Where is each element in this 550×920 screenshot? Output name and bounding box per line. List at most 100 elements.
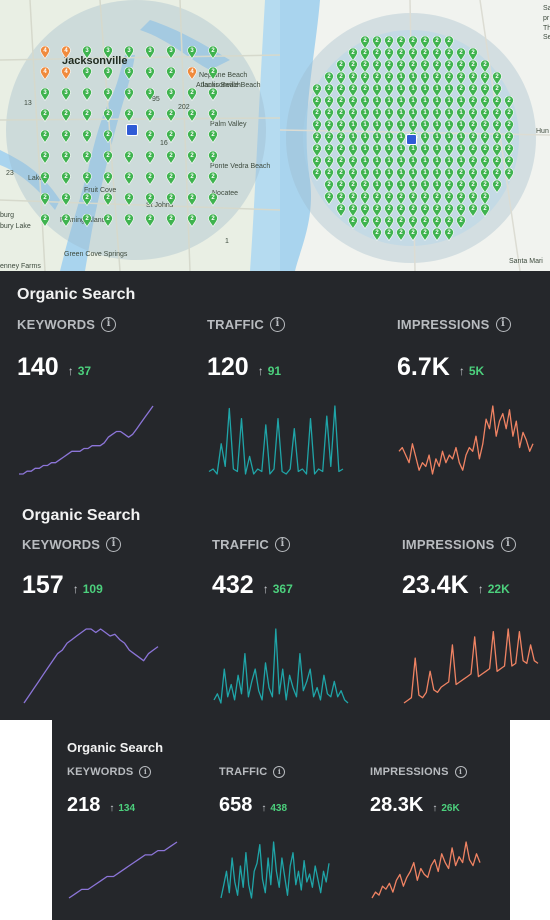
map-pin[interactable]: 2	[312, 84, 322, 97]
map-pin[interactable]: 3	[82, 88, 92, 101]
map-pin[interactable]: 3	[145, 67, 155, 80]
map-pin[interactable]: 2	[444, 192, 454, 205]
map-pin[interactable]: 2	[432, 216, 442, 229]
info-icon[interactable]: i	[101, 317, 117, 332]
map-pin[interactable]: 2	[468, 72, 478, 85]
map-pin[interactable]: 2	[82, 172, 92, 185]
map-pin[interactable]: 2	[103, 193, 113, 206]
map-pin[interactable]: 2	[456, 168, 466, 181]
map-pin[interactable]: 2	[208, 130, 218, 143]
map-pin[interactable]: 2	[336, 132, 346, 145]
map-pin[interactable]: 2	[468, 120, 478, 133]
map-pin[interactable]: 2	[61, 109, 71, 122]
map-pin[interactable]: 2	[312, 168, 322, 181]
map-pin[interactable]: 1	[444, 156, 454, 169]
map-pin[interactable]: 2	[336, 84, 346, 97]
map-pin[interactable]: 2	[432, 192, 442, 205]
map-pin[interactable]: 2	[372, 216, 382, 229]
map-pin[interactable]: 2	[166, 214, 176, 227]
info-icon[interactable]: i	[500, 537, 516, 552]
map-pin[interactable]: 2	[468, 204, 478, 217]
map-pin[interactable]: 2	[432, 36, 442, 49]
map-pin[interactable]: 1	[360, 120, 370, 133]
map-pin[interactable]: 2	[124, 172, 134, 185]
map-pin[interactable]: 2	[166, 109, 176, 122]
map-pin[interactable]: 2	[408, 192, 418, 205]
map-pin[interactable]: 3	[124, 46, 134, 59]
map-pin[interactable]: 2	[61, 130, 71, 143]
map-pin[interactable]: 1	[396, 180, 406, 193]
map-pin[interactable]: 4	[40, 46, 50, 59]
map-pin[interactable]: 1	[360, 108, 370, 121]
map-pin[interactable]: 2	[444, 72, 454, 85]
map-pin[interactable]: 1	[432, 132, 442, 145]
map-pin[interactable]: 2	[187, 88, 197, 101]
map-pin[interactable]: 2	[408, 228, 418, 241]
map-pin[interactable]: 2	[312, 156, 322, 169]
map-pin[interactable]: 2	[396, 228, 406, 241]
map-pin[interactable]: 1	[432, 144, 442, 157]
map-pin[interactable]: 1	[408, 168, 418, 181]
map-pin[interactable]: 3	[124, 88, 134, 101]
sparkline-impressions[interactable]	[402, 627, 540, 705]
map-pin[interactable]: 2	[103, 172, 113, 185]
map-pin[interactable]: 3	[61, 88, 71, 101]
map-pin[interactable]: 2	[408, 60, 418, 73]
map-pin[interactable]: 2	[348, 60, 358, 73]
map-pin[interactable]: 2	[324, 180, 334, 193]
map-pin[interactable]: 4	[61, 67, 71, 80]
map-pin[interactable]: 2	[480, 108, 490, 121]
map-pin[interactable]: 2	[103, 130, 113, 143]
map-pin[interactable]: 2	[324, 144, 334, 157]
map-pin[interactable]: 2	[348, 192, 358, 205]
map-pin[interactable]: 2	[492, 132, 502, 145]
map-pin[interactable]: 2	[480, 84, 490, 97]
map-pin[interactable]: 1	[396, 96, 406, 109]
map-pin[interactable]: 2	[145, 214, 155, 227]
map-pin[interactable]: 2	[82, 130, 92, 143]
map-pin[interactable]: 2	[456, 72, 466, 85]
map-pin[interactable]: 2	[166, 193, 176, 206]
map-pin[interactable]: 3	[145, 88, 155, 101]
map-pin[interactable]: 2	[420, 228, 430, 241]
info-icon[interactable]: i	[270, 317, 285, 332]
map-pin[interactable]: 4	[40, 67, 50, 80]
map-pin[interactable]: 2	[456, 84, 466, 97]
map-pin[interactable]: 2	[145, 151, 155, 164]
map-pin[interactable]: 2	[360, 192, 370, 205]
info-icon[interactable]: i	[454, 766, 467, 778]
map-pin[interactable]: 1	[396, 144, 406, 157]
map-pin[interactable]: 2	[444, 228, 454, 241]
map-pin[interactable]: 1	[372, 168, 382, 181]
map-pin[interactable]: 2	[372, 204, 382, 217]
map-pin[interactable]: 2	[456, 204, 466, 217]
map-pin[interactable]: 3	[82, 46, 92, 59]
map-pin[interactable]: 2	[480, 144, 490, 157]
map-pin[interactable]: 3	[82, 67, 92, 80]
map-pin[interactable]: 2	[208, 88, 218, 101]
map-pin[interactable]: 2	[187, 172, 197, 185]
map-pin[interactable]: 2	[145, 109, 155, 122]
map-pin[interactable]: 2	[312, 132, 322, 145]
map-pin[interactable]: 2	[336, 108, 346, 121]
map-pin[interactable]: 2	[444, 216, 454, 229]
map-pin[interactable]: 2	[103, 151, 113, 164]
map-pin[interactable]: 2	[480, 72, 490, 85]
map-pin[interactable]: 1	[444, 168, 454, 181]
map-pin[interactable]: 2	[40, 130, 50, 143]
map-pin[interactable]: 3	[103, 67, 113, 80]
map-pin[interactable]: 2	[336, 120, 346, 133]
map-pin[interactable]: 2	[420, 60, 430, 73]
map-pin[interactable]: 2	[348, 84, 358, 97]
map-pin[interactable]: 2	[348, 72, 358, 85]
map-pin[interactable]: 2	[372, 36, 382, 49]
map-pin[interactable]: 1	[456, 96, 466, 109]
sparkline-keywords[interactable]	[67, 840, 179, 900]
map-pin[interactable]: 1	[372, 144, 382, 157]
map-pin[interactable]: 2	[208, 46, 218, 59]
map-pin[interactable]: 2	[324, 108, 334, 121]
map-pin[interactable]: 2	[336, 144, 346, 157]
map-pin[interactable]: 2	[480, 180, 490, 193]
map-pin[interactable]: 1	[372, 96, 382, 109]
map-pin[interactable]: 4	[61, 46, 71, 59]
